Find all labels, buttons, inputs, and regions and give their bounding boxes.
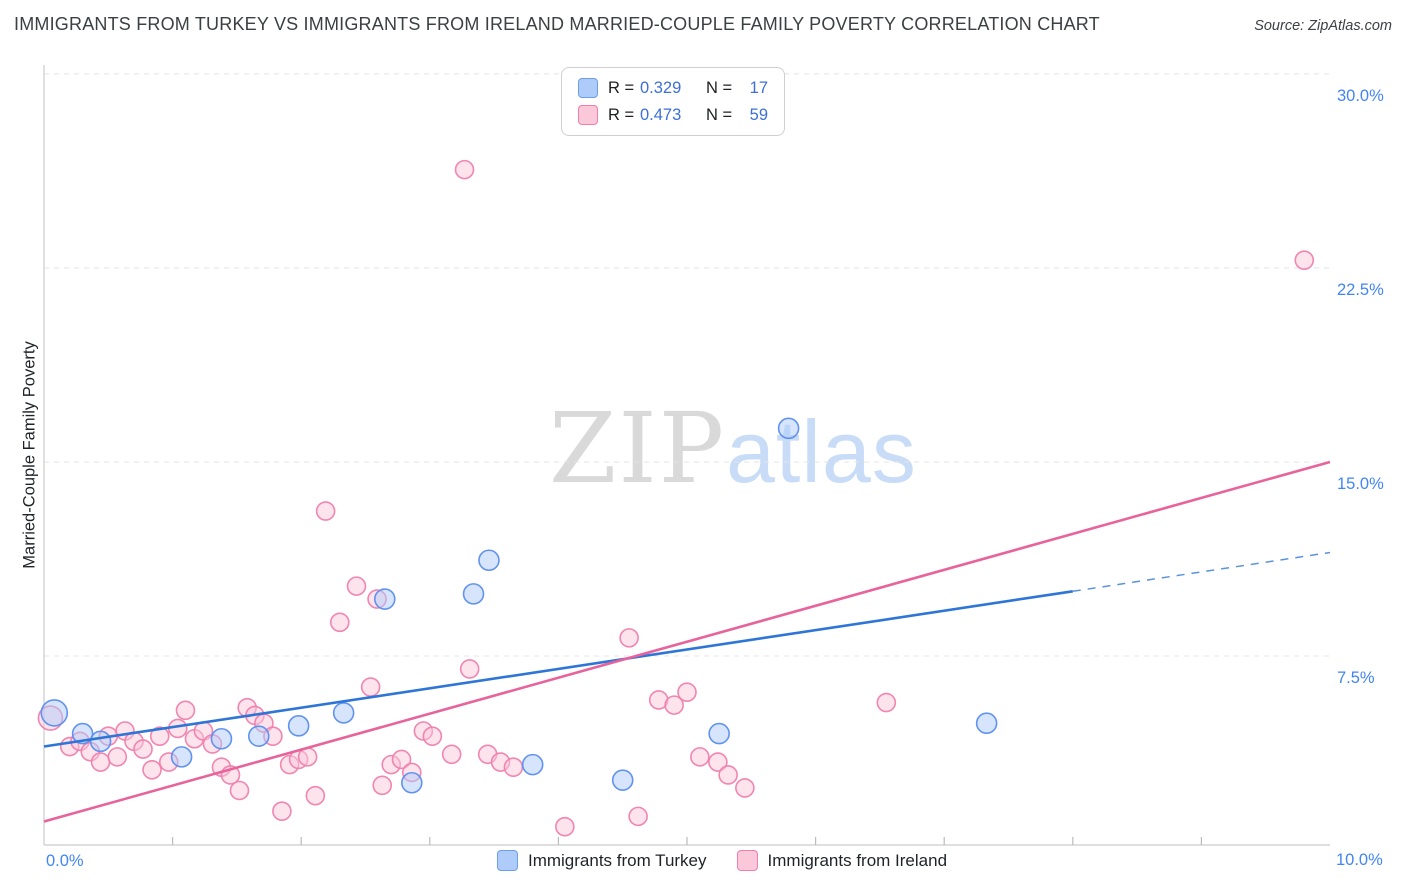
ireland-trend-line bbox=[43, 460, 1331, 823]
ireland-point[interactable] bbox=[555, 816, 575, 837]
turkey-point[interactable] bbox=[777, 417, 800, 440]
legend-item-ireland: Immigrants from Ireland bbox=[736, 850, 948, 871]
ireland-point[interactable] bbox=[305, 785, 326, 806]
ireland-point[interactable] bbox=[422, 726, 443, 746]
y-tick-label-22-5: 22.5% bbox=[1337, 281, 1384, 299]
turkey-point[interactable] bbox=[611, 769, 634, 791]
ireland-point[interactable] bbox=[503, 757, 524, 778]
turkey-point[interactable] bbox=[89, 730, 112, 753]
ireland-point[interactable] bbox=[441, 744, 462, 765]
ireland-point[interactable] bbox=[360, 677, 381, 697]
turkey-point[interactable] bbox=[332, 702, 355, 724]
legend-label-turkey: Immigrants from Turkey bbox=[527, 850, 707, 870]
n-label: N = bbox=[706, 105, 733, 124]
turkey-point[interactable] bbox=[462, 583, 485, 605]
ireland-point[interactable] bbox=[1294, 250, 1315, 270]
x-axis-label-max: 10.0% bbox=[1336, 851, 1383, 869]
turkey-point[interactable] bbox=[287, 715, 310, 737]
turkey-point[interactable] bbox=[478, 549, 500, 572]
legend-label-ireland: Immigrants from Ireland bbox=[767, 850, 948, 870]
ireland-point[interactable] bbox=[346, 576, 367, 596]
ireland-point[interactable] bbox=[690, 747, 710, 767]
correlation-legend: R = 0.329 N = 17 R = 0.473 N = 59 bbox=[561, 67, 785, 136]
y-tick-label-15: 15.0% bbox=[1337, 475, 1384, 493]
ireland-swatch bbox=[578, 105, 598, 125]
turkey-point[interactable] bbox=[400, 771, 423, 794]
ireland-point[interactable] bbox=[628, 806, 648, 827]
turkey-swatch bbox=[578, 78, 598, 98]
ireland-point[interactable] bbox=[133, 739, 153, 759]
ireland-point[interactable] bbox=[229, 780, 250, 801]
n-value: 17 bbox=[749, 78, 768, 97]
ireland-point[interactable] bbox=[149, 726, 170, 746]
ireland-point[interactable] bbox=[175, 700, 196, 721]
y-tick-label-7-5: 7.5% bbox=[1337, 669, 1375, 687]
ireland-point[interactable] bbox=[391, 749, 412, 770]
r-value: 0.473 bbox=[640, 105, 682, 124]
legend-row-ireland: R = 0.473 N = 59 bbox=[578, 105, 768, 125]
ireland-point[interactable] bbox=[459, 659, 480, 679]
turkey-trend-line-extrapolated bbox=[1072, 551, 1331, 593]
turkey-point[interactable] bbox=[71, 722, 94, 745]
ireland-point[interactable] bbox=[664, 695, 684, 715]
ireland-point[interactable] bbox=[329, 612, 350, 633]
turkey-point[interactable] bbox=[210, 727, 233, 750]
turkey-point[interactable] bbox=[708, 722, 730, 745]
ireland-point[interactable] bbox=[107, 747, 128, 767]
ireland-point[interactable] bbox=[677, 682, 697, 702]
ireland-point[interactable] bbox=[619, 628, 639, 648]
source-credit: Source: ZipAtlas.com bbox=[1254, 18, 1392, 34]
legend-row-turkey: R = 0.329 N = 17 bbox=[578, 78, 768, 98]
ireland-point[interactable] bbox=[876, 692, 897, 713]
r-label: R = bbox=[608, 105, 635, 124]
r-label: R = bbox=[608, 78, 635, 97]
turkey-point[interactable] bbox=[40, 699, 69, 727]
series-legend: Immigrants from Turkey Immigrants from I… bbox=[496, 850, 948, 871]
turkey-point[interactable] bbox=[975, 712, 998, 735]
turkey-point[interactable] bbox=[170, 746, 193, 768]
n-label: N = bbox=[706, 78, 733, 97]
ireland-point[interactable] bbox=[735, 778, 755, 798]
turkey-trend-line bbox=[43, 590, 1073, 748]
ireland-point[interactable] bbox=[454, 159, 475, 180]
ireland-point[interactable] bbox=[708, 752, 728, 772]
turkey-point[interactable] bbox=[373, 588, 396, 610]
ireland-swatch bbox=[736, 850, 758, 871]
ireland-point[interactable] bbox=[272, 801, 292, 821]
x-axis-label-min: 0.0% bbox=[46, 852, 84, 870]
turkey-swatch bbox=[496, 850, 518, 871]
y-tick-label-30: 30.0% bbox=[1337, 87, 1384, 105]
ireland-point[interactable] bbox=[90, 752, 111, 772]
ireland-point[interactable] bbox=[372, 775, 393, 796]
n-value: 59 bbox=[749, 105, 768, 124]
ireland-point[interactable] bbox=[718, 765, 738, 785]
turkey-point[interactable] bbox=[247, 725, 270, 747]
r-value: 0.329 bbox=[640, 78, 682, 97]
legend-item-turkey: Immigrants from Turkey bbox=[496, 850, 707, 871]
turkey-point[interactable] bbox=[521, 753, 544, 776]
ireland-point[interactable] bbox=[315, 501, 336, 521]
chart-title: IMMIGRANTS FROM TURKEY VS IMMIGRANTS FRO… bbox=[14, 14, 1100, 34]
ireland-point[interactable] bbox=[142, 760, 162, 780]
